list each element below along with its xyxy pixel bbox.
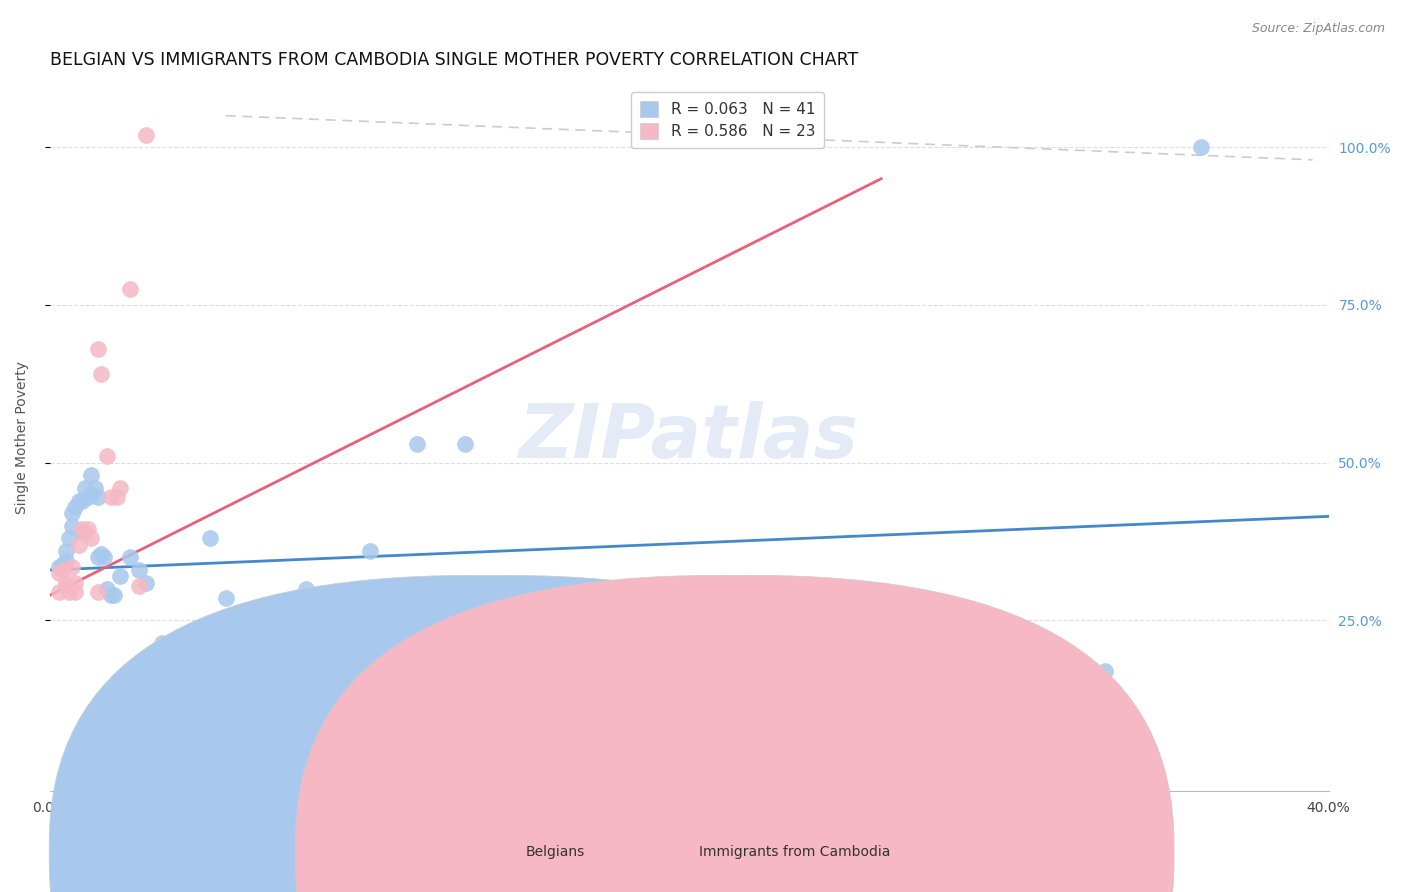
Point [105, 491, 128, 505]
Legend: R = 0.063   N = 41, R = 0.586   N = 23: R = 0.063 N = 41, R = 0.586 N = 23 [631, 92, 824, 148]
Point [96, 450, 118, 464]
Point [58, 532, 80, 546]
Point [60, 506, 83, 520]
Point [77, 491, 100, 505]
Point [67, 493, 90, 508]
Point [118, 550, 141, 565]
Point [103, 588, 125, 602]
Point [215, 591, 238, 606]
Point [678, 682, 700, 697]
Point [55, 553, 77, 567]
Point [73, 481, 96, 495]
Point [48, 566, 70, 581]
Point [67, 538, 90, 552]
Point [1189, 140, 1212, 154]
Text: Source: ZipAtlas.com: Source: ZipAtlas.com [1251, 22, 1385, 36]
Point [359, 544, 381, 558]
Point [246, 629, 269, 643]
Point [52, 563, 75, 577]
Point [630, 673, 652, 688]
Point [108, 481, 131, 495]
Point [150, 635, 173, 649]
Text: ZIPatlas: ZIPatlas [519, 401, 859, 474]
Point [90, 368, 112, 382]
Point [128, 579, 150, 593]
Point [108, 569, 131, 583]
Point [87, 342, 110, 356]
Point [406, 437, 429, 451]
Point [70, 493, 93, 508]
Point [118, 282, 141, 296]
Point [90, 547, 112, 561]
Point [80, 468, 103, 483]
Point [80, 487, 103, 501]
Text: Belgians: Belgians [526, 845, 585, 859]
Point [128, 563, 150, 577]
Point [58, 585, 80, 599]
Point [1094, 664, 1116, 678]
Point [55, 575, 77, 590]
Point [48, 559, 70, 574]
Point [198, 532, 221, 546]
Point [65, 500, 87, 514]
Y-axis label: Single Mother Poverty: Single Mother Poverty [15, 361, 30, 514]
Point [83, 481, 105, 495]
Point [52, 557, 75, 571]
Point [55, 544, 77, 558]
Point [135, 128, 157, 142]
Point [65, 575, 87, 590]
Point [96, 582, 118, 596]
Point [48, 585, 70, 599]
Point [100, 491, 122, 505]
Point [60, 518, 83, 533]
Text: Immigrants from Cambodia: Immigrants from Cambodia [699, 845, 890, 859]
Point [166, 635, 188, 649]
Point [70, 522, 93, 536]
Point [60, 559, 83, 574]
Point [454, 437, 477, 451]
Point [87, 550, 110, 565]
Point [80, 532, 103, 546]
Point [87, 585, 110, 599]
Point [93, 550, 115, 565]
Point [55, 579, 77, 593]
Point [100, 588, 122, 602]
Text: BELGIAN VS IMMIGRANTS FROM CAMBODIA SINGLE MOTHER POVERTY CORRELATION CHART: BELGIAN VS IMMIGRANTS FROM CAMBODIA SING… [49, 51, 858, 69]
Point [87, 491, 110, 505]
Point [550, 591, 572, 606]
Point [135, 575, 157, 590]
Point [294, 582, 316, 596]
Point [77, 522, 100, 536]
Point [70, 525, 93, 540]
Point [65, 585, 87, 599]
Point [73, 525, 96, 540]
